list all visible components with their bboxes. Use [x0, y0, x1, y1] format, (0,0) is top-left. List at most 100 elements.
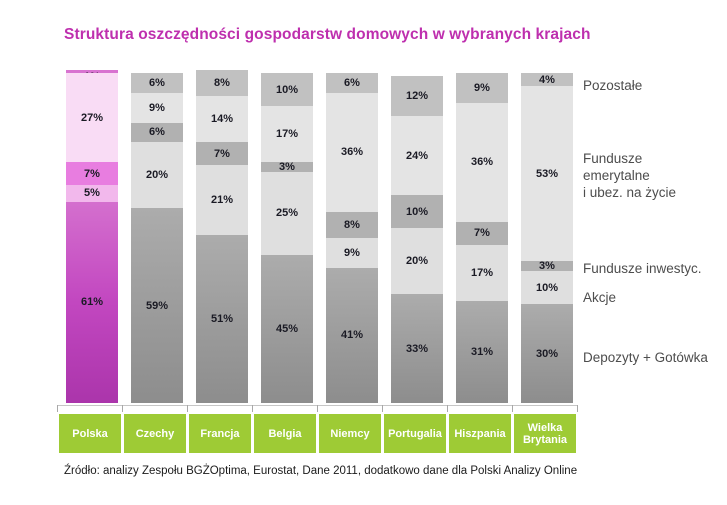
- segment-value-label: 9%: [149, 101, 165, 114]
- bar-portugalia: 12% 24% 10% 20% 33%: [391, 73, 443, 403]
- segment-value-label: 45%: [275, 322, 299, 335]
- segment-fundusze-emerytalne-i-ubez.-na-życie: 27%: [66, 73, 118, 163]
- segment-fundusze-inwestyc.: 10%: [391, 195, 443, 229]
- segment-value-label: 20%: [145, 169, 169, 182]
- segment-value-label: 3%: [279, 161, 295, 174]
- segment-fundusze-inwestyc.: 3%: [521, 260, 573, 272]
- segment-value-label: 20%: [405, 255, 429, 268]
- segment-fundusze-emerytalne-i-ubez.-na-życie: 53%: [521, 86, 573, 262]
- segment-value-label: 59%: [145, 299, 169, 312]
- segment-value-label: 36%: [470, 156, 494, 169]
- x-axis-tick: [512, 405, 513, 412]
- segment-value-label: 6%: [149, 126, 165, 139]
- segment-akcje: 5%: [66, 185, 118, 202]
- bar-hiszpania: 9% 36% 7% 17% 31%: [456, 73, 508, 403]
- legend-item-fundusze-emerytalne: Fundusze emerytalne i ubez. na życie: [583, 151, 677, 200]
- bar-francja: 8% 14% 7% 21% 51%: [196, 69, 248, 403]
- x-axis-tick: [317, 405, 318, 412]
- segment-akcje: 20%: [131, 142, 183, 209]
- bar-czechy: 6% 9% 6% 20% 59%: [131, 73, 183, 403]
- segment-depozyty-+-gotówka: 33%: [391, 294, 443, 403]
- segment-fundusze-inwestyc.: 7%: [456, 221, 508, 245]
- category-label-francja: Francja: [189, 414, 251, 453]
- segment-value-label: 36%: [340, 146, 364, 159]
- segment-depozyty-+-gotówka: 59%: [131, 208, 183, 403]
- segment-fundusze-inwestyc.: 7%: [196, 142, 248, 166]
- segment-fundusze-emerytalne-i-ubez.-na-życie: 24%: [391, 115, 443, 196]
- segment-value-label: 51%: [210, 312, 234, 325]
- segment-value-label: 24%: [405, 149, 429, 162]
- segment-value-label: 27%: [80, 111, 104, 124]
- segment-fundusze-inwestyc.: 3%: [261, 161, 313, 173]
- segment-akcje: 10%: [521, 271, 573, 304]
- segment-fundusze-inwestyc.: 8%: [326, 211, 378, 239]
- segment-fundusze-emerytalne-i-ubez.-na-życie: 9%: [131, 92, 183, 123]
- segment-pozostałe: 9%: [456, 73, 508, 103]
- bar-wielka-brytania: 4% 53% 3% 10% 30%: [521, 73, 573, 403]
- x-axis-tick: [447, 405, 448, 412]
- segment-depozyty-+-gotówka: 51%: [196, 234, 248, 403]
- category-label-portugalia: Portugalia: [384, 414, 446, 453]
- x-axis-tick: [57, 405, 58, 412]
- category-label-niemcy: Niemcy: [319, 414, 381, 453]
- x-axis-tick: [577, 405, 578, 412]
- segment-akcje: 25%: [261, 172, 313, 255]
- segment-value-label: 8%: [344, 218, 360, 231]
- segment-pozostałe: 4%: [521, 73, 573, 87]
- segment-akcje: 20%: [391, 228, 443, 295]
- segment-fundusze-emerytalne-i-ubez.-na-życie: 14%: [196, 96, 248, 143]
- segment-value-label: 33%: [405, 342, 429, 355]
- x-axis-tick: [122, 405, 123, 412]
- segment-value-label: 7%: [474, 227, 490, 240]
- segment-value-label: 6%: [149, 76, 165, 89]
- bar-polska: 1%27%7%5%61%: [66, 69, 118, 403]
- source-note: Źródło: analizy Zespołu BGŻOptima, Euros…: [64, 465, 578, 477]
- segment-fundusze-emerytalne-i-ubez.-na-życie: 36%: [456, 102, 508, 222]
- segment-pozostałe: 6%: [131, 73, 183, 93]
- x-axis-tick: [187, 405, 188, 412]
- segment-fundusze-emerytalne-i-ubez.-na-życie: 36%: [326, 92, 378, 212]
- segment-value-label: 14%: [210, 113, 234, 126]
- segment-value-label: 17%: [275, 128, 299, 141]
- segment-value-label: 31%: [470, 345, 494, 358]
- segment-value-label: 25%: [275, 207, 299, 220]
- segment-fundusze-inwestyc.: 6%: [131, 122, 183, 143]
- category-label-belgia: Belgia: [254, 414, 316, 453]
- category-label-wielka-brytania: Wielka Brytania: [514, 414, 576, 453]
- segment-value-label: 5%: [84, 187, 100, 200]
- legend-item-pozostale: Pozostałe: [583, 78, 643, 93]
- segment-akcje: 17%: [456, 244, 508, 301]
- segment-value-label: 9%: [474, 81, 490, 94]
- segment-value-label: 61%: [80, 296, 104, 309]
- segment-value-label: 4%: [539, 73, 555, 86]
- bar-belgia: 10% 17% 3% 25% 45%: [261, 73, 313, 403]
- segment-value-label: 9%: [344, 246, 360, 259]
- segment-value-label: 8%: [214, 76, 230, 89]
- segment-value-label: 7%: [214, 147, 230, 160]
- segment-pozostałe: 10%: [261, 73, 313, 107]
- legend-item-fundusze-inwestycyjne: Fundusze inwestyc.: [583, 261, 702, 276]
- category-label-czechy: Czechy: [124, 414, 186, 453]
- segment-value-label: 10%: [535, 281, 559, 294]
- segment-value-label: 3%: [539, 260, 555, 273]
- segment-pozostałe: 6%: [326, 73, 378, 93]
- chart-title: Struktura oszczędności gospodarstw domow…: [64, 26, 591, 43]
- segment-akcje: 21%: [196, 165, 248, 235]
- segment-value-label: 6%: [344, 76, 360, 89]
- category-label-polska: Polska: [59, 414, 121, 453]
- bar-niemcy: 6% 36% 8% 9% 41%: [326, 73, 378, 403]
- segment-value-label: 17%: [470, 266, 494, 279]
- segment-value-label: 10%: [405, 205, 429, 218]
- segment-value-label: 10%: [275, 83, 299, 96]
- segment-value-label: 21%: [210, 194, 234, 207]
- segment-depozyty-+-gotówka: 31%: [456, 300, 508, 403]
- legend-item-depozyty-gotowka: Depozyty + Gotówka: [583, 350, 708, 365]
- legend-item-akcje: Akcje: [583, 290, 617, 305]
- segment-value-label: 7%: [84, 167, 100, 180]
- segment-depozyty-+-gotówka: 41%: [326, 267, 378, 403]
- segment-pozostałe: 12%: [391, 76, 443, 116]
- x-axis-tick: [382, 405, 383, 412]
- segment-pozostałe: 8%: [196, 69, 248, 97]
- segment-depozyty-+-gotówka: 45%: [261, 254, 313, 403]
